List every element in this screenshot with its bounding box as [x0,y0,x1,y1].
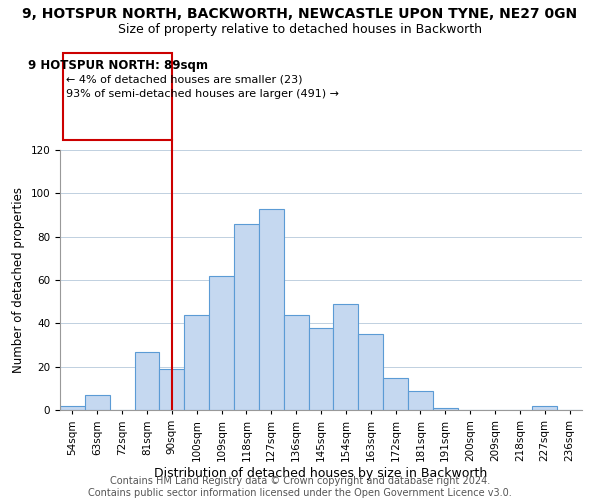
Bar [433,408,458,410]
Bar [134,352,160,410]
Bar [60,406,85,410]
Bar [85,395,110,410]
Bar [209,276,234,410]
Bar [532,406,557,410]
Bar [259,208,284,410]
Bar [358,334,383,410]
Bar [284,314,308,410]
Text: Contains HM Land Registry data © Crown copyright and database right 2024.
Contai: Contains HM Land Registry data © Crown c… [88,476,512,498]
Bar [234,224,259,410]
Text: ← 4% of detached houses are smaller (23): ← 4% of detached houses are smaller (23) [66,75,302,85]
Text: 9, HOTSPUR NORTH, BACKWORTH, NEWCASTLE UPON TYNE, NE27 0GN: 9, HOTSPUR NORTH, BACKWORTH, NEWCASTLE U… [22,8,578,22]
Bar [334,304,358,410]
Bar [160,369,184,410]
Bar [408,390,433,410]
Text: 93% of semi-detached houses are larger (491) →: 93% of semi-detached houses are larger (… [66,90,339,100]
Y-axis label: Number of detached properties: Number of detached properties [12,187,25,373]
Bar [184,314,209,410]
Bar [383,378,408,410]
Text: 9 HOTSPUR NORTH: 89sqm: 9 HOTSPUR NORTH: 89sqm [28,58,208,71]
Bar [308,328,334,410]
Text: Size of property relative to detached houses in Backworth: Size of property relative to detached ho… [118,22,482,36]
X-axis label: Distribution of detached houses by size in Backworth: Distribution of detached houses by size … [154,466,488,479]
